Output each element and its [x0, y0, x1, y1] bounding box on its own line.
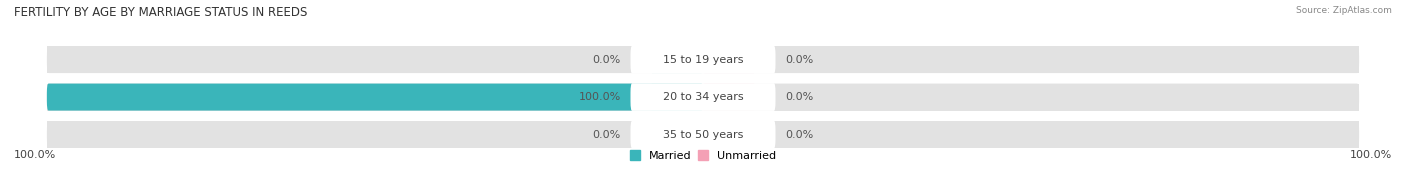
- Text: 0.0%: 0.0%: [785, 92, 813, 102]
- FancyBboxPatch shape: [703, 46, 755, 73]
- Text: FERTILITY BY AGE BY MARRIAGE STATUS IN REEDS: FERTILITY BY AGE BY MARRIAGE STATUS IN R…: [14, 6, 308, 19]
- FancyBboxPatch shape: [651, 121, 703, 148]
- FancyBboxPatch shape: [630, 46, 776, 74]
- Text: 35 to 50 years: 35 to 50 years: [662, 130, 744, 140]
- FancyBboxPatch shape: [46, 83, 703, 111]
- Bar: [46, 46, 1360, 73]
- Text: 0.0%: 0.0%: [785, 55, 813, 65]
- Text: 100.0%: 100.0%: [14, 151, 56, 161]
- Text: Source: ZipAtlas.com: Source: ZipAtlas.com: [1296, 6, 1392, 15]
- Text: 100.0%: 100.0%: [579, 92, 621, 102]
- Text: 15 to 19 years: 15 to 19 years: [662, 55, 744, 65]
- Text: 100.0%: 100.0%: [1350, 151, 1392, 161]
- FancyBboxPatch shape: [703, 83, 755, 111]
- FancyBboxPatch shape: [703, 121, 755, 148]
- Legend: Married, Unmarried: Married, Unmarried: [626, 146, 780, 165]
- Text: 0.0%: 0.0%: [593, 55, 621, 65]
- FancyBboxPatch shape: [46, 121, 1360, 148]
- FancyBboxPatch shape: [651, 46, 703, 73]
- Bar: [46, 121, 1360, 148]
- FancyBboxPatch shape: [630, 83, 776, 111]
- Text: 0.0%: 0.0%: [593, 130, 621, 140]
- FancyBboxPatch shape: [46, 46, 1360, 73]
- Text: 0.0%: 0.0%: [785, 130, 813, 140]
- FancyBboxPatch shape: [630, 121, 776, 148]
- Bar: [46, 83, 1360, 111]
- FancyBboxPatch shape: [651, 83, 703, 111]
- Text: 20 to 34 years: 20 to 34 years: [662, 92, 744, 102]
- FancyBboxPatch shape: [46, 83, 1360, 111]
